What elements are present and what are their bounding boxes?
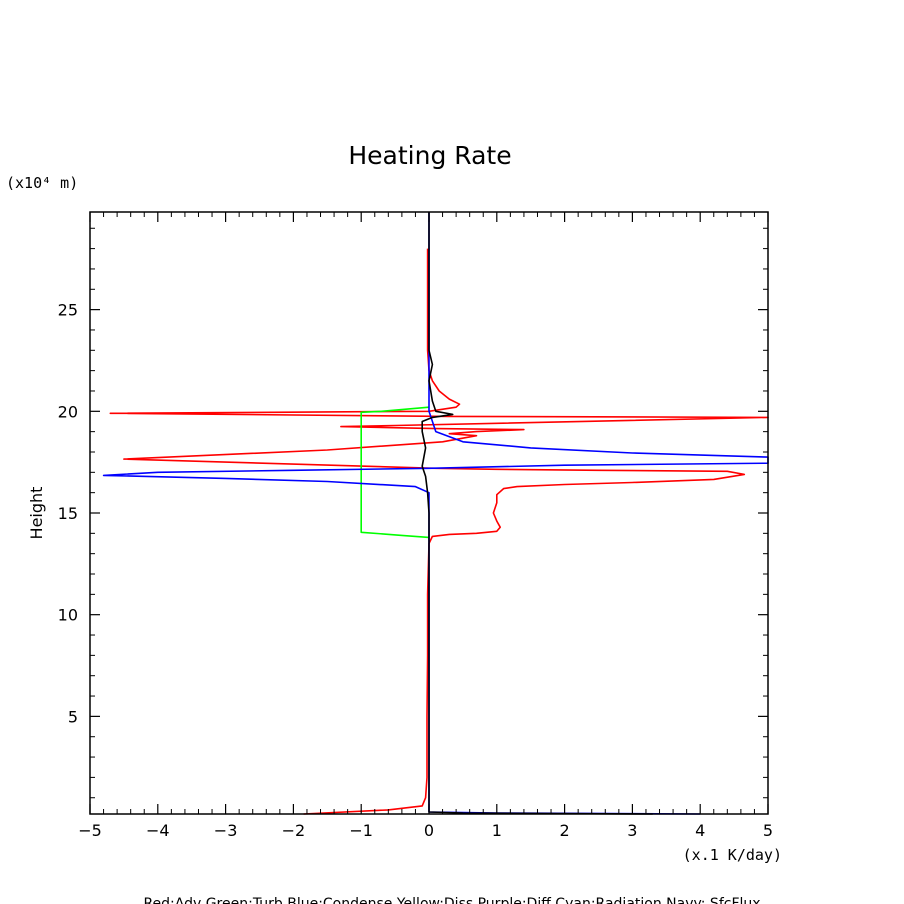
- x-tick-label: −2: [282, 821, 306, 840]
- x-tick-label: −1: [349, 821, 373, 840]
- y-axis-label: Height: [27, 487, 46, 540]
- y-tick-label: 25: [58, 301, 78, 320]
- x-tick-label: −5: [78, 821, 102, 840]
- y-tick-label: 20: [58, 402, 78, 421]
- series-line-adv: [109, 248, 769, 815]
- x-tick-label: 2: [560, 821, 570, 840]
- y-tick-label: 15: [58, 504, 78, 523]
- chart-title: Heating Rate: [348, 141, 511, 170]
- plot-frame: [89, 211, 769, 815]
- x-tick-label: 3: [627, 821, 637, 840]
- x-tick-label: 1: [492, 821, 502, 840]
- x-tick-label: −3: [214, 821, 238, 840]
- y-tick-label: 10: [58, 606, 78, 625]
- x-axis-label: (x.1 K/day): [683, 846, 782, 864]
- y-unit-label: (x10⁴ m): [6, 174, 78, 192]
- series-line-turb: [360, 406, 430, 539]
- y-tick-label: 5: [68, 707, 78, 726]
- ticks-layer: −5 −4 −3 −2 −1 0 1 2 3 4 5 5 10 15 20 25: [58, 212, 773, 840]
- series-layer: [102, 212, 769, 815]
- x-tick-label: −4: [146, 821, 170, 840]
- series-line-total: [421, 212, 653, 815]
- legend: Red:Adv Green:Turb Blue:Condense Yellow:…: [143, 896, 760, 904]
- x-tick-label: 0: [424, 821, 434, 840]
- x-tick-label: 5: [763, 821, 773, 840]
- x-tick-label: 4: [695, 821, 705, 840]
- series-line-condense: [102, 212, 769, 815]
